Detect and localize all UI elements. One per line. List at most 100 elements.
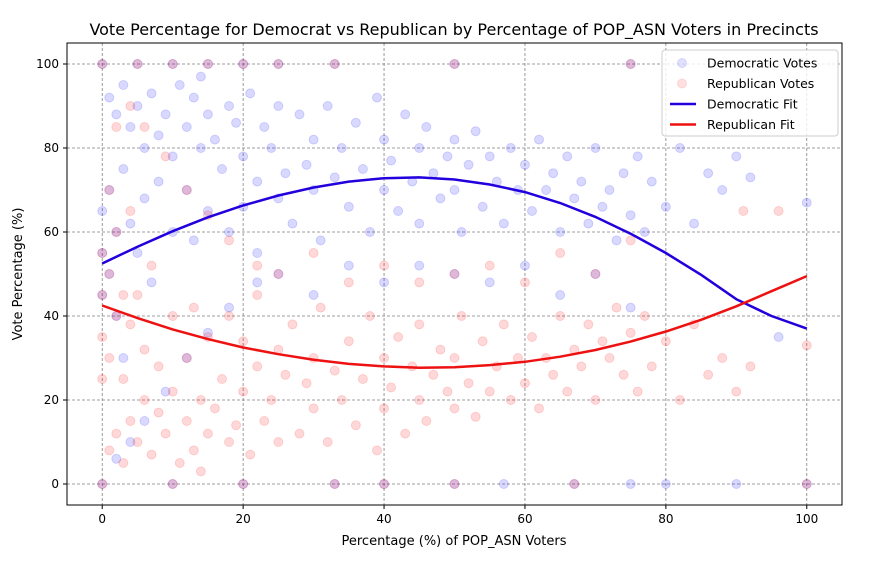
- scatter-point: [160, 109, 171, 120]
- scatter-point: [104, 269, 115, 279]
- scatter-point: [414, 260, 425, 271]
- scatter-point: [188, 235, 199, 246]
- scatter-point: [801, 340, 812, 351]
- scatter-point: [625, 302, 636, 313]
- scatter-point: [97, 290, 108, 300]
- scatter-point: [428, 168, 439, 179]
- scatter-point: [280, 168, 291, 179]
- scatter-point: [181, 353, 192, 363]
- scatter-point: [224, 311, 235, 321]
- scatter-point: [597, 336, 608, 347]
- scatter-point: [689, 218, 700, 229]
- scatter-point: [414, 395, 425, 405]
- scatter-point: [202, 327, 213, 338]
- scatter-point: [449, 479, 460, 489]
- scatter-point: [618, 168, 629, 179]
- scatter-point: [498, 319, 509, 330]
- scatter-point: [449, 59, 460, 69]
- scatter-point: [146, 449, 157, 460]
- scatter-point: [238, 479, 249, 489]
- x-tick-label: 20: [235, 512, 250, 526]
- scatter-point: [97, 59, 108, 69]
- scatter-point: [118, 164, 129, 174]
- scatter-point: [583, 218, 594, 229]
- scatter-point: [125, 416, 136, 426]
- scatter-point: [315, 235, 326, 246]
- scatter-point: [674, 395, 685, 405]
- scatter-point: [97, 248, 108, 258]
- scatter-point: [181, 416, 192, 426]
- scatter-point: [111, 227, 122, 237]
- scatter-point: [548, 369, 559, 380]
- scatter-point: [569, 479, 580, 489]
- scatter-point: [625, 235, 636, 246]
- scatter-point: [118, 290, 129, 300]
- scatter-point: [97, 290, 108, 300]
- scatter-point: [400, 428, 411, 439]
- scatter-point: [160, 151, 171, 162]
- scatter-point: [160, 386, 171, 397]
- scatter-point: [569, 479, 580, 489]
- scatter-point: [167, 59, 178, 69]
- legend-marker: [677, 78, 687, 89]
- scatter-point: [428, 369, 439, 380]
- x-tick-label: 40: [376, 512, 391, 526]
- scatter-point: [379, 185, 390, 195]
- y-tick-label: 100: [36, 57, 59, 71]
- scatter-point: [132, 59, 143, 69]
- scatter-point: [245, 88, 256, 99]
- scatter-point: [336, 143, 347, 153]
- scatter-point: [294, 109, 305, 120]
- scatter-point: [590, 269, 601, 279]
- scatter-point: [224, 101, 235, 111]
- scatter-point: [111, 109, 122, 120]
- scatter-point: [224, 302, 235, 313]
- scatter-point: [238, 151, 249, 162]
- scatter-point: [421, 416, 432, 426]
- scatter-point: [639, 311, 650, 321]
- scatter-point: [111, 428, 122, 439]
- legend-box: [661, 49, 839, 137]
- scatter-point: [280, 369, 291, 380]
- scatter-point: [498, 479, 509, 489]
- scatter-point: [379, 134, 390, 145]
- scatter-point: [315, 302, 326, 313]
- scatter-point: [639, 227, 650, 237]
- scatter-point: [414, 319, 425, 330]
- scatter-point: [273, 269, 284, 279]
- scatter-point: [104, 269, 115, 279]
- scatter-point: [484, 260, 495, 271]
- scatter-point: [449, 479, 460, 489]
- scatter-point: [202, 59, 213, 69]
- scatter-point: [350, 420, 361, 431]
- scatter-point: [209, 134, 220, 145]
- scatter-point: [252, 277, 263, 288]
- scatter-point: [195, 466, 206, 477]
- scatter-point: [132, 248, 143, 258]
- scatter-point: [167, 59, 178, 69]
- scatter-point: [379, 479, 390, 489]
- scatter-point: [111, 453, 122, 464]
- scatter-point: [139, 143, 150, 153]
- scatter-point: [153, 176, 164, 187]
- scatter-point: [238, 59, 249, 69]
- scatter-point: [343, 336, 354, 347]
- scatter-point: [357, 164, 368, 174]
- scatter-point: [372, 92, 382, 103]
- scatter-point: [273, 59, 284, 69]
- scatter-point: [449, 269, 460, 279]
- chart-title: Vote Percentage for Democrat vs Republic…: [89, 20, 818, 40]
- scatter-point: [252, 290, 263, 300]
- scatter-point: [456, 311, 467, 321]
- scatter-point: [97, 248, 108, 258]
- axis-ticks: 0 20 40 60 80 100 0 20 40 60 80 100: [36, 57, 818, 526]
- scatter-point: [646, 176, 657, 187]
- scatter-point: [449, 269, 460, 279]
- scatter-point: [301, 378, 312, 389]
- scatter-point: [379, 260, 390, 271]
- scatter-point: [238, 479, 249, 489]
- scatter-point: [343, 277, 354, 288]
- scatter-point: [329, 59, 340, 69]
- scatter-point: [111, 227, 122, 237]
- scatter-point: [132, 437, 143, 447]
